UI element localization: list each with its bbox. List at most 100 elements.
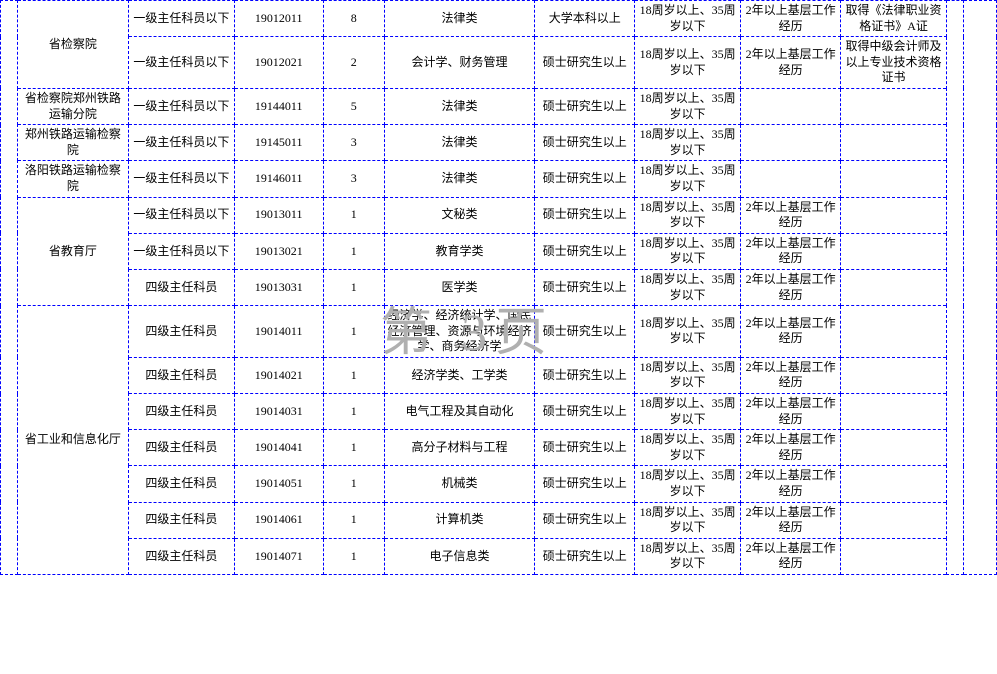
cell-age: 18周岁以上、35周岁以下 [635,233,741,269]
cell-count: 1 [323,306,384,358]
cell-experience: 2年以上基层工作经历 [741,269,841,305]
gutter-col-b [963,1,996,575]
cell-code: 19014051 [234,466,323,502]
cell-major: 机械类 [384,466,534,502]
cell-age: 18周岁以上、35周岁以下 [635,502,741,538]
cell-major: 计算机类 [384,502,534,538]
cell-age: 18周岁以上、35周岁以下 [635,269,741,305]
cell-count: 1 [323,357,384,393]
cell-position: 四级主任科员 [128,269,234,305]
cell-education: 硕士研究生以上 [535,37,635,89]
table-row: 四级主任科员190130311医学类硕士研究生以上18周岁以上、35周岁以下2年… [1,269,997,305]
cell-position: 四级主任科员 [128,357,234,393]
gutter-col-a [946,1,963,575]
cell-position: 一级主任科员以下 [128,233,234,269]
cell-organization: 郑州铁路运输检察院 [17,125,128,161]
cell-code: 19014011 [234,306,323,358]
cell-experience: 2年以上基层工作经历 [741,502,841,538]
cell-experience: 2年以上基层工作经历 [741,233,841,269]
cell-position: 一级主任科员以下 [128,125,234,161]
cell-organization: 省检察院郑州铁路运输分院 [17,88,128,124]
cell-education: 硕士研究生以上 [535,394,635,430]
cell-experience: 2年以上基层工作经历 [741,394,841,430]
cell-major: 医学类 [384,269,534,305]
cell-code: 19014061 [234,502,323,538]
table-row: 省检察院一级主任科员以下190120118法律类大学本科以上18周岁以上、35周… [1,1,997,37]
cell-note [841,466,947,502]
cell-code: 19013011 [234,197,323,233]
recruitment-table: 省检察院一级主任科员以下190120118法律类大学本科以上18周岁以上、35周… [0,0,997,575]
cell-experience: 2年以上基层工作经历 [741,197,841,233]
table-row: 四级主任科员190140411高分子材料与工程硕士研究生以上18周岁以上、35周… [1,430,997,466]
table-row: 四级主任科员190140211经济学类、工学类硕士研究生以上18周岁以上、35周… [1,357,997,393]
cell-note [841,430,947,466]
cell-count: 1 [323,269,384,305]
table-row: 四级主任科员190140311电气工程及其自动化硕士研究生以上18周岁以上、35… [1,394,997,430]
cell-age: 18周岁以上、35周岁以下 [635,161,741,197]
cell-major: 经济学、经济统计学、国民经济管理、资源与环境经济学、商务经济学 [384,306,534,358]
cell-position: 四级主任科员 [128,466,234,502]
cell-note [841,538,947,574]
cell-position: 四级主任科员 [128,502,234,538]
cell-education: 硕士研究生以上 [535,269,635,305]
cell-code: 19013021 [234,233,323,269]
cell-experience: 2年以上基层工作经历 [741,430,841,466]
cell-count: 2 [323,37,384,89]
cell-major: 会计学、财务管理 [384,37,534,89]
table-row: 洛阳铁路运输检察院一级主任科员以下191460113法律类硕士研究生以上18周岁… [1,161,997,197]
cell-major: 经济学类、工学类 [384,357,534,393]
cell-position: 四级主任科员 [128,430,234,466]
cell-education: 硕士研究生以上 [535,125,635,161]
cell-position: 一级主任科员以下 [128,197,234,233]
cell-note [841,233,947,269]
cell-code: 19146011 [234,161,323,197]
cell-count: 1 [323,197,384,233]
cell-education: 硕士研究生以上 [535,197,635,233]
cell-count: 5 [323,88,384,124]
cell-experience [741,125,841,161]
cell-major: 法律类 [384,161,534,197]
cell-position: 一级主任科员以下 [128,161,234,197]
cell-experience: 2年以上基层工作经历 [741,466,841,502]
cell-education: 硕士研究生以上 [535,502,635,538]
cell-code: 19014041 [234,430,323,466]
cell-major: 法律类 [384,1,534,37]
table-row: 四级主任科员190140511机械类硕士研究生以上18周岁以上、35周岁以下2年… [1,466,997,502]
cell-position: 四级主任科员 [128,538,234,574]
cell-major: 电气工程及其自动化 [384,394,534,430]
cell-position: 一级主任科员以下 [128,1,234,37]
cell-count: 1 [323,466,384,502]
cell-age: 18周岁以上、35周岁以下 [635,37,741,89]
cell-education: 硕士研究生以上 [535,233,635,269]
cell-note [841,394,947,430]
cell-note [841,125,947,161]
cell-note [841,197,947,233]
table-row: 一级主任科员以下190130211教育学类硕士研究生以上18周岁以上、35周岁以… [1,233,997,269]
cell-note: 取得中级会计师及以上专业技术资格证书 [841,37,947,89]
cell-education: 硕士研究生以上 [535,88,635,124]
cell-note [841,502,947,538]
cell-code: 19013031 [234,269,323,305]
table-row: 四级主任科员190140611计算机类硕士研究生以上18周岁以上、35周岁以下2… [1,502,997,538]
cell-organization: 省检察院 [17,1,128,89]
cell-experience: 2年以上基层工作经历 [741,1,841,37]
cell-major: 法律类 [384,125,534,161]
cell-age: 18周岁以上、35周岁以下 [635,466,741,502]
cell-age: 18周岁以上、35周岁以下 [635,197,741,233]
cell-organization: 洛阳铁路运输检察院 [17,161,128,197]
cell-note [841,161,947,197]
cell-position: 四级主任科员 [128,306,234,358]
cell-count: 3 [323,161,384,197]
cell-education: 硕士研究生以上 [535,357,635,393]
cell-note [841,306,947,358]
cell-note: 取得《法律职业资格证书》A证 [841,1,947,37]
table-row: 一级主任科员以下190120212会计学、财务管理硕士研究生以上18周岁以上、3… [1,37,997,89]
cell-code: 19144011 [234,88,323,124]
cell-count: 1 [323,502,384,538]
cell-count: 1 [323,233,384,269]
cell-note [841,88,947,124]
table-row: 省检察院郑州铁路运输分院一级主任科员以下191440115法律类硕士研究生以上1… [1,88,997,124]
table-row: 郑州铁路运输检察院一级主任科员以下191450113法律类硕士研究生以上18周岁… [1,125,997,161]
cell-count: 1 [323,538,384,574]
cell-education: 硕士研究生以上 [535,306,635,358]
